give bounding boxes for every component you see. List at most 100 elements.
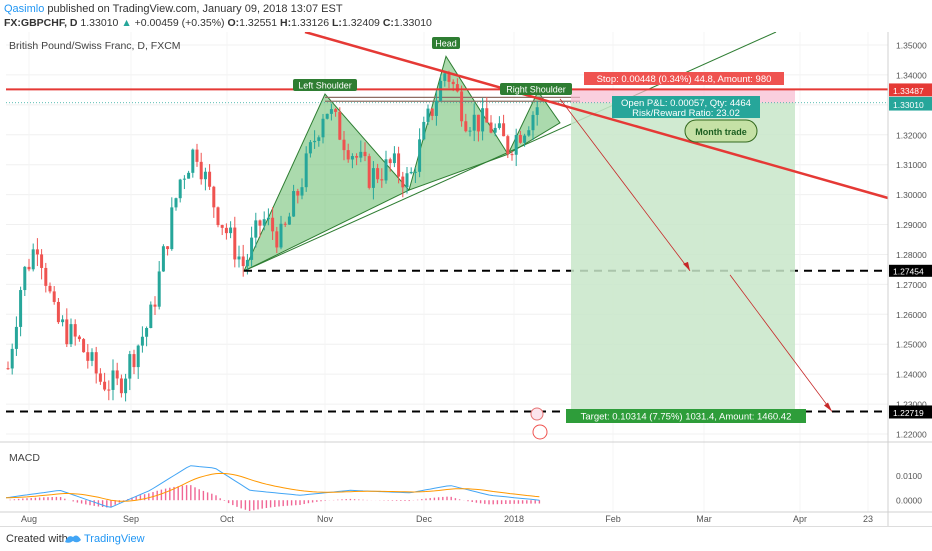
candles [6, 70, 539, 402]
candle-body [405, 173, 409, 188]
high-value: 1.33126 [291, 17, 330, 29]
macd-line [5, 465, 540, 508]
price-chart[interactable]: Left Shoulder Head Right Shoulder Month tra… [0, 32, 932, 526]
up-arrow-icon: ▲ [121, 17, 132, 29]
candle-body [279, 223, 283, 248]
candle-body [56, 301, 60, 323]
candle-body [392, 153, 396, 164]
month-trade-label: Month trade [695, 127, 747, 137]
candle-body [531, 114, 535, 131]
x-tick-label: 2018 [504, 514, 524, 524]
candle-body [191, 149, 195, 173]
x-tick-label: Nov [317, 514, 334, 524]
left-shoulder-label-box [293, 79, 357, 91]
close-label: C: [382, 17, 394, 29]
candle-body [304, 153, 308, 188]
x-tick-label: Feb [605, 514, 621, 524]
y-tick-label: 1.25000 [896, 340, 927, 350]
price-tag-label: 1.33010 [893, 100, 924, 110]
candle-body [94, 352, 98, 374]
candle-body [77, 336, 81, 340]
candle-body [464, 121, 468, 132]
month-trade-bubble [684, 119, 758, 143]
event-flag-icon [530, 407, 544, 421]
candle-body [73, 324, 77, 337]
y-tick-label: 1.23000 [896, 400, 927, 410]
candle-body [535, 107, 539, 115]
candle-body [472, 114, 476, 131]
candle-body [489, 122, 493, 133]
candle-body [262, 219, 266, 226]
x-tick-label: Dec [416, 514, 433, 524]
candle-body [384, 159, 388, 181]
candle-body [124, 378, 128, 394]
y-tick-label: 1.27000 [896, 280, 927, 290]
arrow-head-icon [683, 261, 690, 271]
candle-body [23, 266, 27, 291]
candle-body [468, 130, 472, 132]
pnl-label: Open P&L: 0.00057, Qty: 4464 [621, 98, 751, 109]
candle-body [174, 198, 178, 208]
candle-body [422, 121, 426, 140]
candle-body [514, 135, 518, 155]
candle-body [208, 171, 212, 187]
y-tick-label: 1.22000 [896, 430, 927, 440]
descending-trendline [304, 32, 889, 200]
candle-body [233, 227, 237, 260]
x-tick-label: Mar [696, 514, 712, 524]
candle-body [107, 389, 111, 391]
candle-body [266, 217, 270, 220]
candle-body [388, 159, 392, 164]
candle-body [250, 237, 254, 260]
candle-body [334, 109, 338, 112]
candle-body [346, 150, 350, 160]
candle-body [271, 217, 275, 232]
candle-body [418, 139, 422, 172]
publish-text: published on TradingView.com, January 09… [47, 3, 343, 15]
stop-label: Stop: 0.00448 (0.34%) 44.8, Amount: 980 [597, 74, 772, 85]
candle-body [69, 324, 73, 345]
y-tick-label: 1.26000 [896, 310, 927, 320]
candle-body [27, 266, 31, 270]
author-link[interactable]: Qasimlo [4, 3, 45, 15]
price-tag-box [889, 84, 932, 97]
stop-box [584, 72, 784, 85]
candle-body [413, 171, 417, 173]
candle-body [451, 81, 455, 85]
close-value: 1.33010 [393, 17, 432, 29]
price-tag-label: 1.22719 [893, 408, 924, 418]
y-tick-label: 1.31000 [896, 160, 927, 170]
candle-body [430, 108, 434, 116]
event-flag-icon-2 [532, 424, 548, 440]
candle-body [178, 179, 182, 199]
candle-body [111, 370, 115, 390]
chart-header: Qasimlo published on TradingView.com, Ja… [0, 0, 932, 32]
y-tick-label: 1.28000 [896, 250, 927, 260]
candle-body [325, 113, 329, 119]
candle-body [170, 207, 174, 250]
candle-body [40, 254, 44, 268]
candle-body [497, 123, 501, 128]
candle-body [518, 135, 522, 143]
x-tick-label: Aug [21, 514, 37, 524]
y-tick-label: 1.35000 [896, 41, 927, 51]
candle-body [367, 156, 371, 188]
symbol-name[interactable]: FX:GBPCHF, D [4, 17, 78, 29]
drawings: Left Shoulder Head Right Shoulder Month tra… [6, 32, 889, 440]
candle-body [506, 136, 510, 155]
tradingview-logo-icon [65, 535, 81, 543]
candle-body [31, 249, 35, 270]
projection-arrow-2 [729, 274, 833, 412]
x-tick-label: Oct [220, 514, 235, 524]
target-box [566, 409, 806, 423]
candle-body [283, 223, 287, 225]
symbol-info: FX:GBPCHF, D 1.33010 ▲ +0.00459 (+0.35%)… [4, 17, 432, 29]
x-tick-label: 23 [863, 514, 873, 524]
candle-body [48, 285, 52, 292]
head-label-box [432, 37, 460, 49]
candle-body [401, 176, 405, 188]
candle-body [140, 336, 144, 346]
price-tag-box [889, 98, 932, 111]
right-shoulder-label-box [500, 83, 572, 95]
tradingview-brand[interactable]: TradingView [84, 533, 145, 545]
